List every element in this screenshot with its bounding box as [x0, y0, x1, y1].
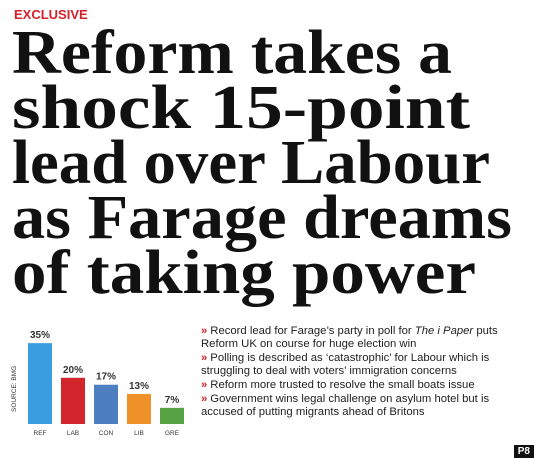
value-label: 7%: [165, 395, 180, 406]
headline-line: lead over Labour: [12, 129, 490, 197]
bar: [61, 377, 85, 424]
bullet: » Reform more trusted to resolve the smal…: [201, 379, 527, 392]
bullet: » Record lead for Farage’s party in poll …: [201, 325, 527, 351]
bullet-text: Government wins legal challenge on asylu…: [201, 393, 490, 418]
category-label: REF: [34, 430, 47, 437]
value-label: 35%: [30, 330, 50, 341]
bullet: » Government wins legal challenge on asyl…: [201, 393, 527, 419]
value-label: 20%: [63, 365, 83, 376]
bar: [127, 393, 151, 424]
bullet-text: The i Paper: [414, 325, 474, 337]
bullet: » Polling is described as ‘catastrophic’ …: [201, 352, 527, 378]
value-label: 13%: [129, 381, 149, 392]
headline-line: of taking power: [12, 239, 476, 307]
bullet-text: Record lead for Farage’s party in poll f…: [210, 325, 415, 337]
chart: SOURCE: BMG 35% REF 20% LAB 17% CON 13% LIB 7% GRE: [11, 330, 184, 437]
bullet-list: » Record lead for Farage’s party in poll …: [201, 325, 527, 420]
bullet-marker: »: [201, 352, 208, 364]
bar: [94, 384, 118, 424]
headline-line: Reform takes a: [12, 19, 452, 87]
page-number: P8: [513, 445, 534, 458]
chart-source: SOURCE: BMG: [11, 366, 18, 412]
kicker: EXCLUSIVE: [14, 7, 88, 22]
headline-line: as Farage dreams: [12, 184, 512, 252]
bullet-marker: »: [201, 379, 208, 391]
bullet-text: Polling is described as ‘catastrophic’ f…: [201, 352, 490, 377]
bullet-text: Reform more trusted to resolve the small…: [210, 379, 475, 391]
bullet-marker: »: [201, 393, 208, 405]
category-label: LAB: [67, 430, 79, 437]
bar: [28, 343, 52, 424]
category-label: LIB: [134, 430, 144, 437]
value-label: 17%: [96, 372, 116, 383]
category-label: GRE: [165, 430, 180, 437]
bar: [160, 407, 184, 424]
category-label: CON: [99, 430, 114, 437]
bullet-marker: »: [201, 325, 208, 337]
bullet-text: puts Reform UK on course for huge electi…: [201, 325, 498, 350]
headline-line: shock 15-point: [12, 74, 470, 142]
